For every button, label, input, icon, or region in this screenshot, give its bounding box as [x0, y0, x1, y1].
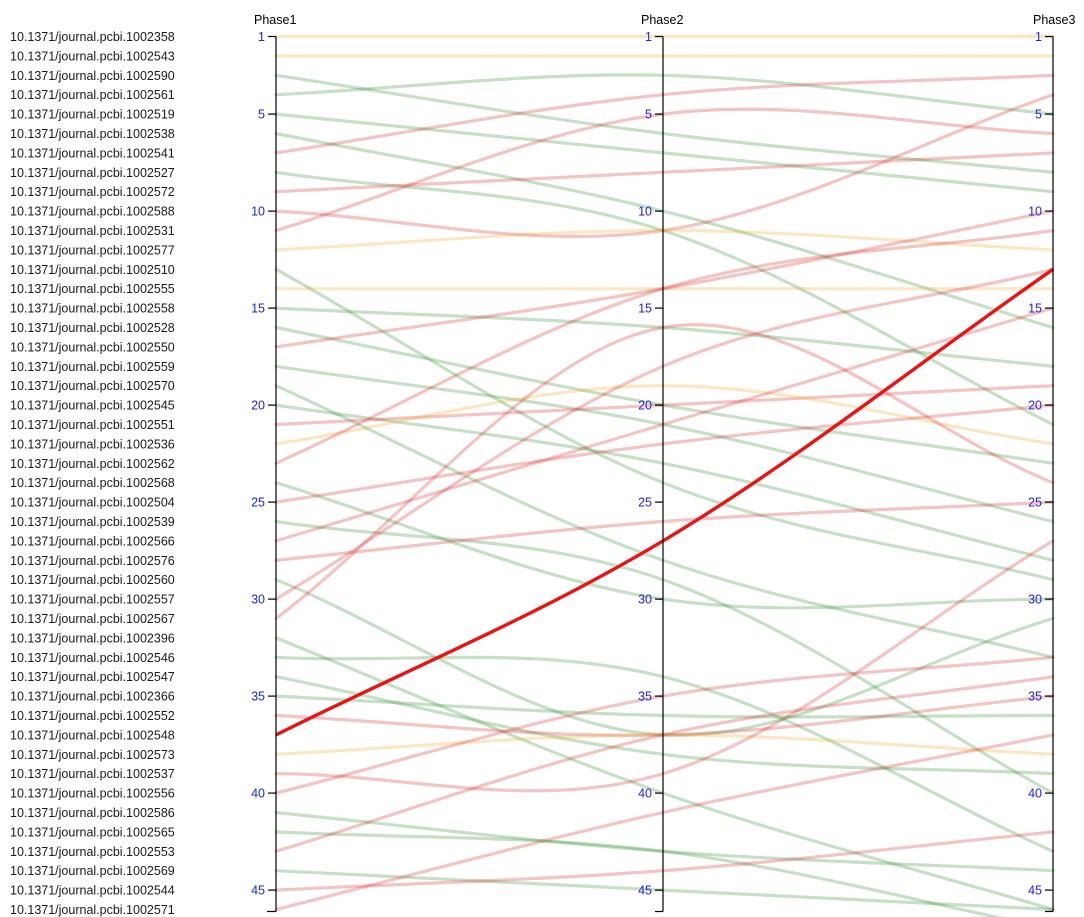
tick-label: 30: [638, 593, 652, 607]
tick-label: 10: [251, 205, 265, 219]
tick-label: 5: [645, 108, 652, 122]
identifier-label: 10.1371/journal.pcbi.1002539: [10, 515, 175, 529]
tick-label: 1: [645, 30, 652, 44]
identifier-label: 10.1371/journal.pcbi.1002566: [10, 534, 175, 548]
identifier-label: 10.1371/journal.pcbi.1002577: [10, 243, 175, 257]
tick-label: 1: [258, 30, 265, 44]
identifier-label: 10.1371/journal.pcbi.1002588: [10, 205, 175, 219]
rank-line: [274, 810, 1055, 873]
identifier-label: 10.1371/journal.pcbi.1002543: [10, 49, 175, 63]
phase-axis-title: Phase1: [254, 13, 296, 27]
identifier-label: 10.1371/journal.pcbi.1002565: [10, 825, 175, 839]
tick-label: 5: [1035, 108, 1042, 122]
rank-line: [274, 93, 1055, 239]
tick-label: 25: [638, 496, 652, 510]
identifier-label: 10.1371/journal.pcbi.1002573: [10, 748, 175, 762]
phase-axis-title: Phase2: [641, 13, 683, 27]
identifier-label: 10.1371/journal.pcbi.1002504: [10, 496, 175, 510]
tick-label: 15: [1028, 302, 1042, 316]
identifier-label: 10.1371/journal.pcbi.1002562: [10, 457, 175, 471]
rank-line: [274, 481, 1055, 610]
identifier-label: 10.1371/journal.pcbi.1002545: [10, 399, 175, 413]
identifier-label: 10.1371/journal.pcbi.1002358: [10, 30, 175, 44]
identifier-label: 10.1371/journal.pcbi.1002550: [10, 340, 175, 354]
tick-label: 1: [1035, 30, 1042, 44]
identifier-label: 10.1371/journal.pcbi.1002586: [10, 806, 175, 820]
tick-label: 40: [1028, 787, 1042, 801]
tick-label: 20: [638, 399, 652, 413]
rank-line: [274, 112, 1055, 194]
tick-label: 10: [638, 205, 652, 219]
tick-label: 5: [258, 108, 265, 122]
identifier-label: 10.1371/journal.pcbi.1002568: [10, 476, 175, 490]
rank-line: [274, 694, 1055, 719]
identifier-labels: 10.1371/journal.pcbi.1002358 10.1371/jour…: [10, 30, 175, 917]
identifier-label: 10.1371/journal.pcbi.1002570: [10, 379, 175, 393]
rank-line: [274, 384, 1055, 427]
identifier-label: 10.1371/journal.pcbi.1002552: [10, 709, 175, 723]
identifier-label: 10.1371/journal.pcbi.1002527: [10, 166, 175, 180]
tick-label: 35: [1028, 690, 1042, 704]
tick-label: 40: [638, 787, 652, 801]
tick-label: 30: [251, 593, 265, 607]
tick-label: 45: [251, 884, 265, 898]
tick-label: 20: [251, 399, 265, 413]
identifier-label: 10.1371/journal.pcbi.1002538: [10, 127, 175, 141]
rank-line: [274, 151, 1055, 194]
tick-label: 15: [638, 302, 652, 316]
tick-label: 15: [251, 302, 265, 316]
tick-label: 35: [251, 690, 265, 704]
identifier-label: 10.1371/journal.pcbi.1002556: [10, 787, 175, 801]
identifier-label: 10.1371/journal.pcbi.1002531: [10, 224, 175, 238]
rank-lines: [274, 34, 1055, 917]
identifier-label: 10.1371/journal.pcbi.1002366: [10, 690, 175, 704]
identifier-label: 10.1371/journal.pcbi.1002576: [10, 554, 175, 568]
rank-line: [274, 733, 1055, 756]
tick-label: 40: [251, 787, 265, 801]
tick-label: 25: [251, 496, 265, 510]
identifier-label: 10.1371/journal.pcbi.1002528: [10, 321, 175, 335]
identifier-label: 10.1371/journal.pcbi.1002561: [10, 88, 175, 102]
tick-label: 35: [638, 690, 652, 704]
identifier-label: 10.1371/journal.pcbi.1002571: [10, 903, 175, 917]
identifier-label: 10.1371/journal.pcbi.1002555: [10, 282, 175, 296]
identifier-label: 10.1371/journal.pcbi.1002551: [10, 418, 175, 432]
identifier-label: 10.1371/journal.pcbi.1002546: [10, 651, 175, 665]
identifier-label: 10.1371/journal.pcbi.1002519: [10, 108, 175, 122]
tick-label: 20: [1028, 399, 1042, 413]
rank-line: [274, 323, 1055, 621]
identifier-label: 10.1371/journal.pcbi.1002590: [10, 69, 175, 83]
identifier-label: 10.1371/journal.pcbi.1002567: [10, 612, 175, 626]
phase-axis-title: Phase3: [1033, 13, 1075, 27]
rank-line: [274, 830, 1055, 892]
phase-axes: Phase1151015202530354045Phase21510152025…: [251, 13, 1075, 913]
tick-label: 10: [1028, 205, 1042, 219]
rank-line: [274, 228, 1055, 465]
tick-label: 25: [1028, 496, 1042, 510]
identifier-label: 10.1371/journal.pcbi.1002560: [10, 573, 175, 587]
identifier-label: 10.1371/journal.pcbi.1002541: [10, 146, 175, 160]
identifier-label: 10.1371/journal.pcbi.1002572: [10, 185, 175, 199]
identifier-label: 10.1371/journal.pcbi.1002544: [10, 884, 175, 898]
identifier-label: 10.1371/journal.pcbi.1002557: [10, 593, 175, 607]
identifier-label: 10.1371/journal.pcbi.1002569: [10, 864, 175, 878]
identifier-label: 10.1371/journal.pcbi.1002396: [10, 631, 175, 645]
identifier-label: 10.1371/journal.pcbi.1002559: [10, 360, 175, 374]
tick-label: 45: [638, 884, 652, 898]
tick-label: 30: [1028, 593, 1042, 607]
identifier-label: 10.1371/journal.pcbi.1002553: [10, 845, 175, 859]
tick-label: 45: [1028, 884, 1042, 898]
identifier-label: 10.1371/journal.pcbi.1002536: [10, 437, 175, 451]
identifier-label: 10.1371/journal.pcbi.1002537: [10, 767, 175, 781]
rank-line: [274, 267, 1055, 601]
identifier-label: 10.1371/journal.pcbi.1002548: [10, 728, 175, 742]
identifier-label: 10.1371/journal.pcbi.1002558: [10, 302, 175, 316]
identifier-label: 10.1371/journal.pcbi.1002547: [10, 670, 175, 684]
identifier-label: 10.1371/journal.pcbi.1002510: [10, 263, 175, 277]
